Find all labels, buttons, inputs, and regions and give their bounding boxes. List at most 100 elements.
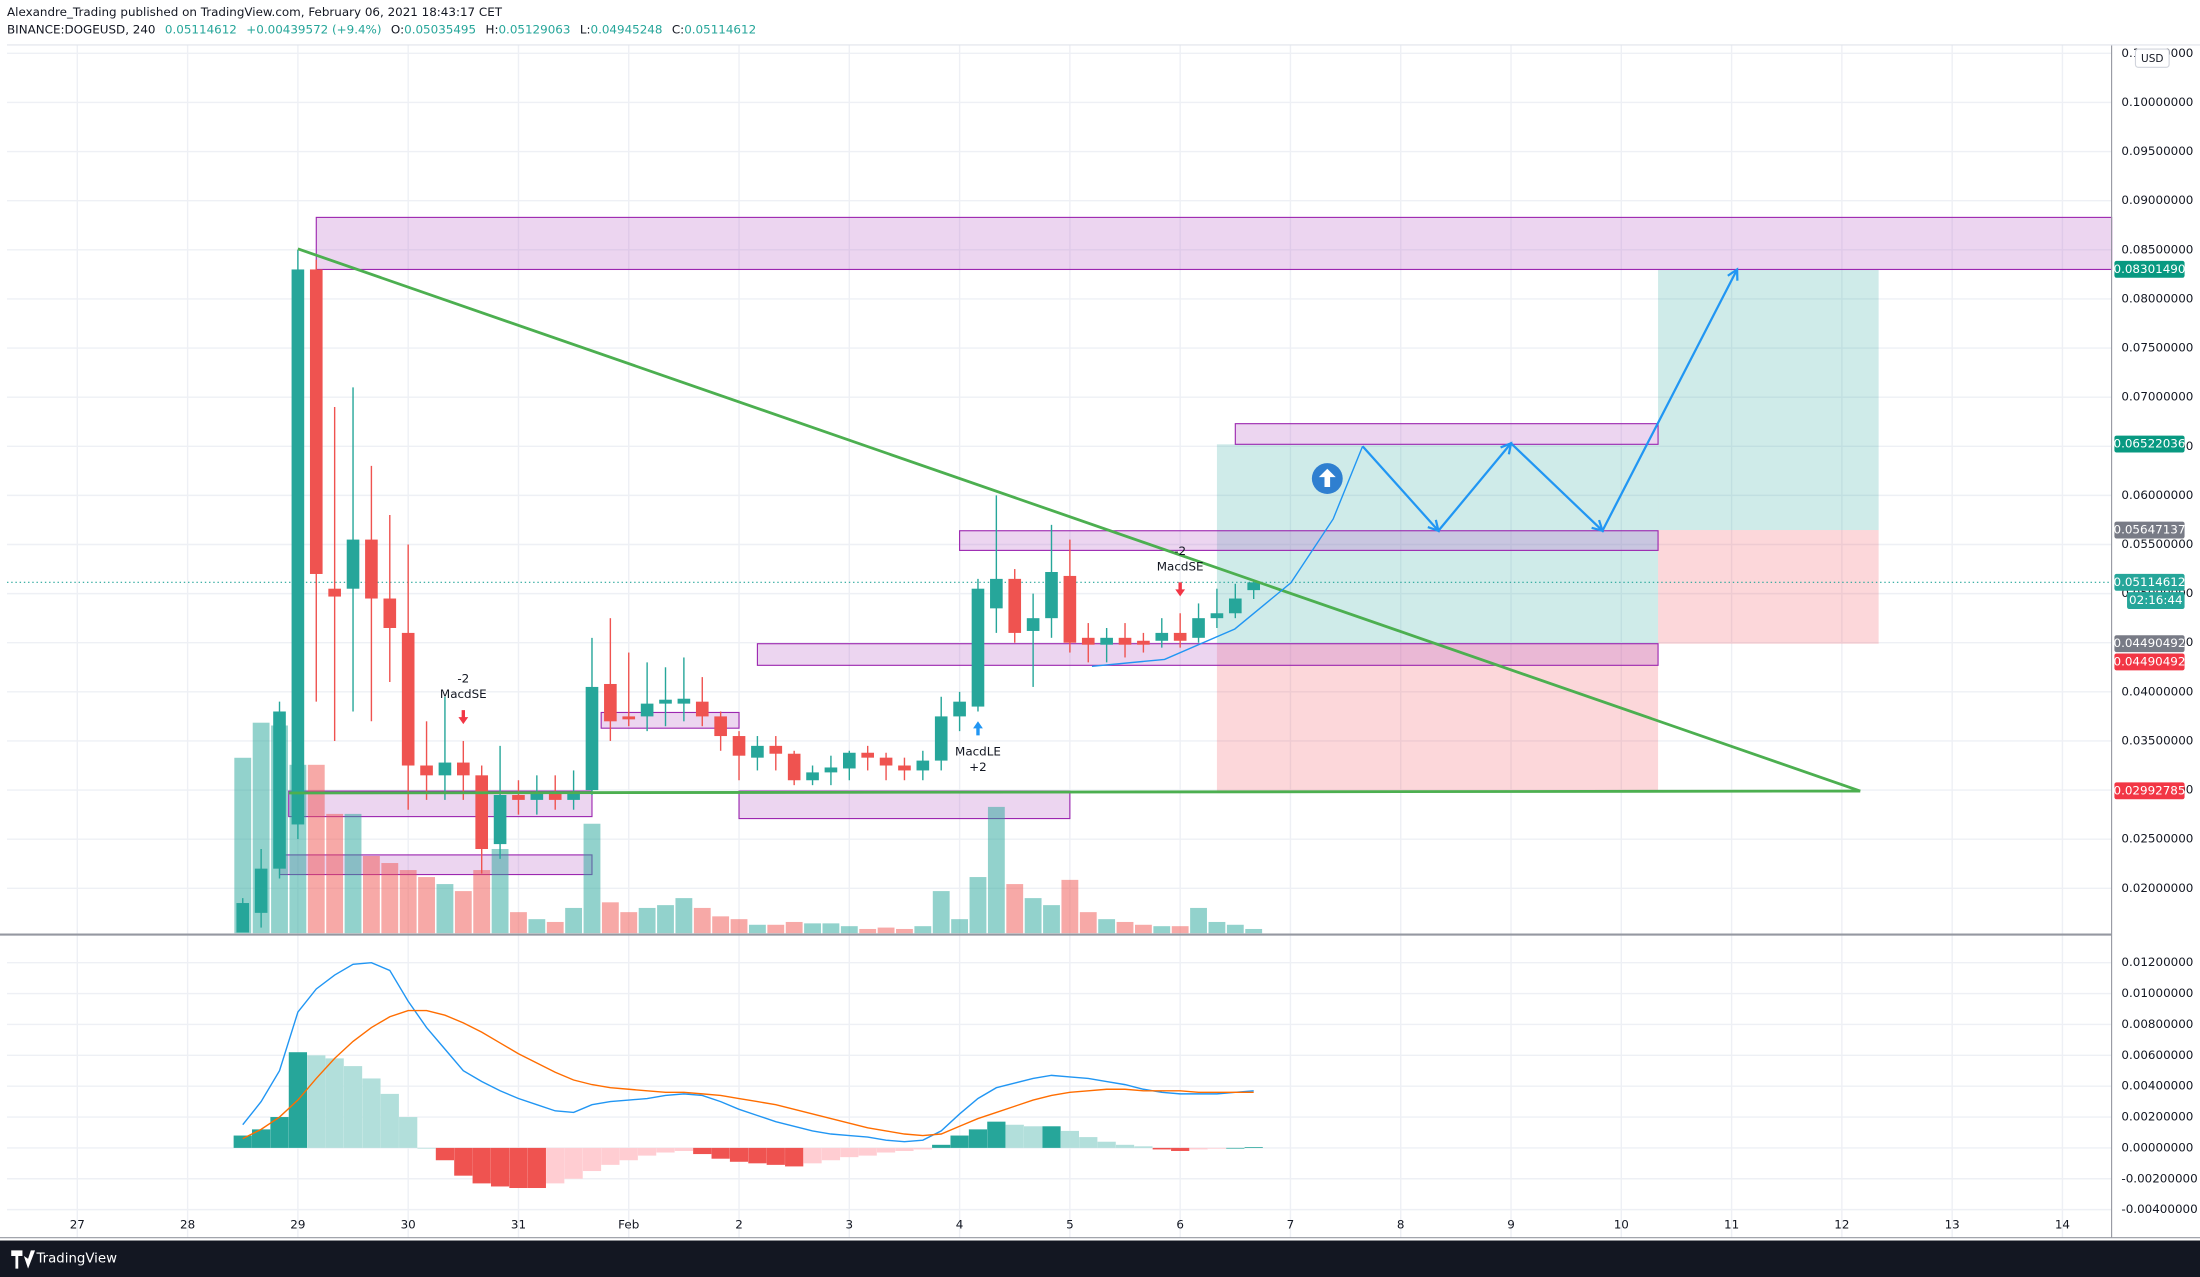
candle-body [879, 757, 893, 766]
position-stop-area [1658, 530, 1879, 644]
macd-histogram-bar [950, 1135, 969, 1148]
volume-bar [399, 870, 417, 934]
price-badge-label: 0.06522036 [2114, 437, 2186, 451]
volume-bar [1226, 924, 1244, 934]
macd-histogram-bar [987, 1121, 1006, 1148]
zone [1234, 423, 1659, 445]
candle-body [898, 765, 911, 771]
y-tick-label: 0.00800000 [2121, 1017, 2193, 1031]
candle-body [990, 578, 1003, 609]
macd-histogram-bar [399, 1117, 418, 1148]
volume-bar [896, 928, 913, 934]
y-tick-label: 0.00200000 [2121, 1110, 2193, 1124]
volume-bar [307, 764, 325, 934]
macd-histogram-bar [527, 1147, 546, 1189]
candle-body [530, 793, 544, 800]
macd-histogram-bar [380, 1093, 399, 1148]
y-tick-label: 0.05500000 [2121, 537, 2193, 551]
price-badge [2114, 782, 2185, 800]
y-tick-label: 0.04000000 [2121, 684, 2193, 698]
macd-histogram-bar [674, 1147, 694, 1151]
arrow-head [1500, 441, 1513, 455]
candle-body [1173, 632, 1187, 641]
candle-body [291, 269, 305, 825]
candle-body [438, 762, 452, 776]
x-tick-label: 9 [1507, 1218, 1515, 1232]
x-tick-label: 4 [956, 1218, 964, 1232]
signal-label: -2 [457, 672, 469, 686]
candle-body [383, 598, 397, 628]
x-tick-label: 3 [846, 1218, 854, 1232]
volume-bar [601, 902, 619, 934]
volume-bar [767, 924, 785, 934]
macd-histogram-bar [932, 1144, 951, 1148]
volume-bar [1116, 921, 1134, 934]
volume-bar [804, 923, 821, 934]
price-badge [2114, 653, 2185, 671]
candle-body [236, 903, 250, 933]
y-tick-label: -0.00400000 [2121, 1202, 2197, 1216]
ohlc-key: C: [672, 22, 684, 36]
macd-histogram-bar [1115, 1144, 1135, 1148]
signal-label: MacdSE [1157, 559, 1204, 573]
price-badge-label: 0.04490492 [2114, 636, 2186, 650]
footer-brand: TradingView [35, 1252, 117, 1267]
macd-histogram-bar [1171, 1147, 1190, 1151]
price-badge [2114, 435, 2185, 453]
candle-body [1045, 572, 1058, 619]
volume-bar [914, 926, 932, 934]
macd-histogram-bar [252, 1129, 271, 1148]
y-tick-label: -0.00200000 [2121, 1171, 2197, 1185]
x-tick-label: 5 [1066, 1218, 1074, 1232]
y-tick-label: 0.00400000 [2121, 1079, 2193, 1093]
last-price: 0.05114612 [165, 22, 237, 36]
macd-histogram-bar [619, 1147, 638, 1161]
candle-body [861, 752, 875, 758]
macd-histogram-bar [343, 1066, 363, 1148]
volume-bar [638, 907, 656, 934]
y-tick-label: 0.06000000 [2121, 488, 2193, 502]
candle-body [787, 753, 801, 781]
volume-bar [969, 877, 987, 934]
x-tick-label: Feb [618, 1218, 639, 1232]
candle-body [254, 868, 268, 913]
signal-label: MacdLE [955, 745, 1001, 759]
volume-bar [840, 926, 858, 934]
volume-bar [491, 848, 509, 934]
candle-body [328, 588, 341, 597]
price-badge [2114, 260, 2185, 278]
x-tick-label: 31 [511, 1218, 526, 1232]
volume-bar [436, 884, 454, 934]
macd-histogram-bar [840, 1147, 859, 1158]
macd-histogram-bar [1226, 1147, 1245, 1149]
macd-histogram-bar [729, 1147, 749, 1162]
candle-body [475, 775, 489, 850]
volume-bar [712, 916, 730, 934]
volume-bar [528, 919, 546, 934]
price-badge-label: 0.04490492 [2114, 654, 2186, 668]
volume-bar [583, 823, 601, 934]
macd-histogram-bar [1060, 1130, 1080, 1148]
macd-histogram-bar [601, 1147, 620, 1165]
macd-histogram-bar [582, 1147, 602, 1172]
y-tick-label: 0.02500000 [2121, 832, 2193, 846]
y-tick-label: 0.01200000 [2121, 955, 2193, 969]
candle-body [604, 683, 617, 722]
ohlc-value: 0.04945248 [590, 22, 662, 36]
macd-histogram-bar [895, 1147, 914, 1151]
price-badge [2114, 573, 2185, 591]
x-tick-label: 11 [1724, 1218, 1739, 1232]
volume-bar [822, 923, 840, 934]
volume-bar [362, 856, 380, 934]
price-badge-label: 0.02992785 [2114, 783, 2186, 797]
candle-body [567, 792, 580, 800]
candle-body [1228, 598, 1242, 614]
candle-body [769, 745, 783, 754]
signal-label: -2 [1174, 544, 1186, 558]
ohlc-key: O: [391, 22, 404, 36]
ohlc-value: 0.05114612 [684, 22, 756, 36]
currency-label: USD [2141, 53, 2163, 65]
publish-line: Alexandre_Trading published on TradingVi… [7, 5, 503, 19]
symbol: BINANCE:DOGEUSD, 240 [7, 22, 156, 36]
y-tick-label: 0.01000000 [2121, 986, 2193, 1000]
